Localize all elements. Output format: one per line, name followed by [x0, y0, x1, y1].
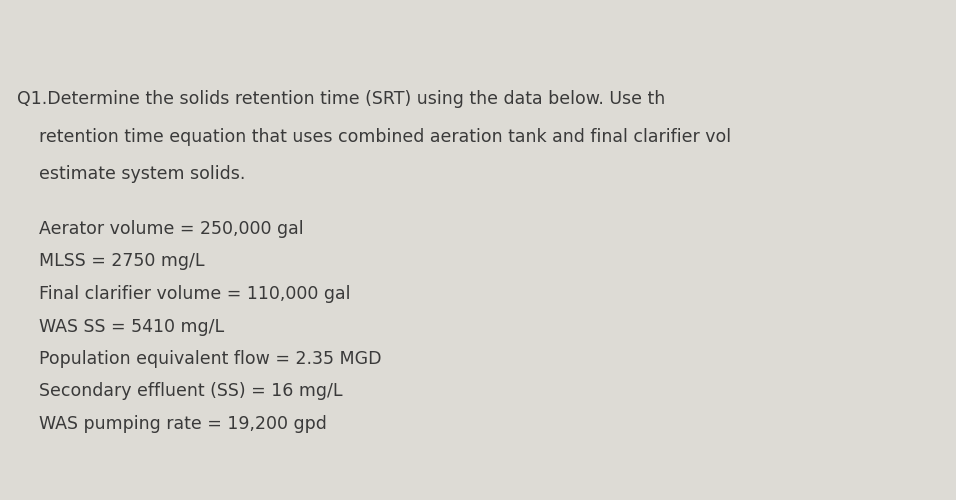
- Text: Population equivalent flow = 2.35 MGD: Population equivalent flow = 2.35 MGD: [17, 350, 381, 368]
- Text: Aerator volume = 250,000 gal: Aerator volume = 250,000 gal: [17, 220, 304, 238]
- Text: Final clarifier volume = 110,000 gal: Final clarifier volume = 110,000 gal: [17, 285, 351, 303]
- Text: MLSS = 2750 mg/L: MLSS = 2750 mg/L: [17, 252, 205, 270]
- Text: estimate system solids.: estimate system solids.: [17, 165, 246, 183]
- Text: retention time equation that uses combined aeration tank and final clarifier vol: retention time equation that uses combin…: [17, 128, 731, 146]
- Text: Secondary effluent (SS) = 16 mg/L: Secondary effluent (SS) = 16 mg/L: [17, 382, 342, 400]
- Text: Q1.Determine the solids retention time (SRT) using the data below. Use th: Q1.Determine the solids retention time (…: [17, 90, 665, 108]
- Text: WAS SS = 5410 mg/L: WAS SS = 5410 mg/L: [17, 318, 225, 336]
- Text: WAS pumping rate = 19,200 gpd: WAS pumping rate = 19,200 gpd: [17, 415, 327, 433]
